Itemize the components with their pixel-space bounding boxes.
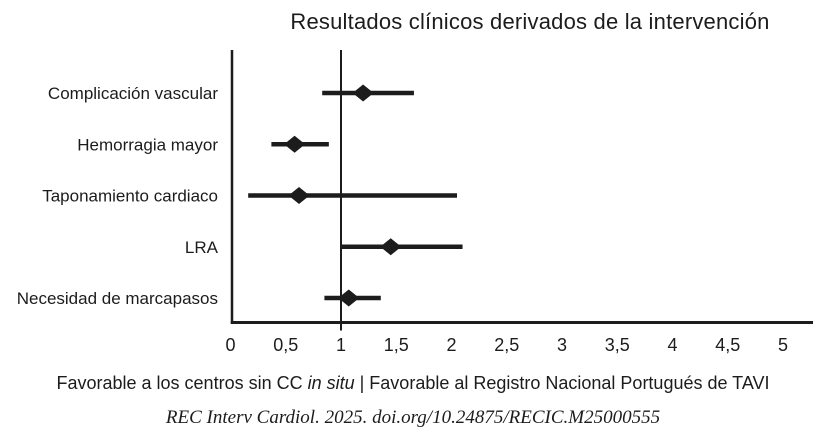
estimate-diamond: [352, 84, 374, 102]
estimate-diamond: [380, 238, 402, 256]
category-label: LRA: [185, 238, 219, 257]
estimate-diamond: [338, 289, 360, 307]
x-tick-label: 5: [778, 335, 788, 355]
x-tick-label: 1,5: [384, 335, 409, 355]
chart-title: Resultados clínicos derivados de la inte…: [290, 9, 770, 34]
x-tick-label: 4: [667, 335, 677, 355]
direction-left-text: Favorable a los centros sin CC: [56, 373, 308, 393]
x-tick-label: 3: [557, 335, 567, 355]
citation-text: REC Interv Cardiol. 2025. doi.org/10.248…: [165, 407, 661, 428]
direction-italic-text: in situ: [307, 373, 355, 393]
x-axis-direction-label: Favorable a los centros sin CC in situ |…: [0, 373, 826, 394]
x-tick-label: 2,5: [494, 335, 519, 355]
category-label: Complicación vascular: [48, 84, 218, 103]
x-tick-label: 2: [446, 335, 456, 355]
estimate-diamond: [284, 135, 306, 153]
x-tick-label: 1: [336, 335, 346, 355]
category-label: Hemorragia mayor: [77, 135, 218, 154]
estimate-diamond: [288, 187, 310, 204]
x-tick-label: 4,5: [715, 335, 740, 355]
x-tick-label: 3,5: [605, 335, 630, 355]
direction-right-text: | Favorable al Registro Nacional Portugu…: [354, 373, 770, 393]
x-tick-label: 0,5: [273, 335, 298, 355]
x-tick-label: 0: [225, 335, 235, 355]
category-label: Taponamiento cardiaco: [42, 187, 218, 206]
category-label: Necesidad de marcapasos: [17, 289, 218, 308]
